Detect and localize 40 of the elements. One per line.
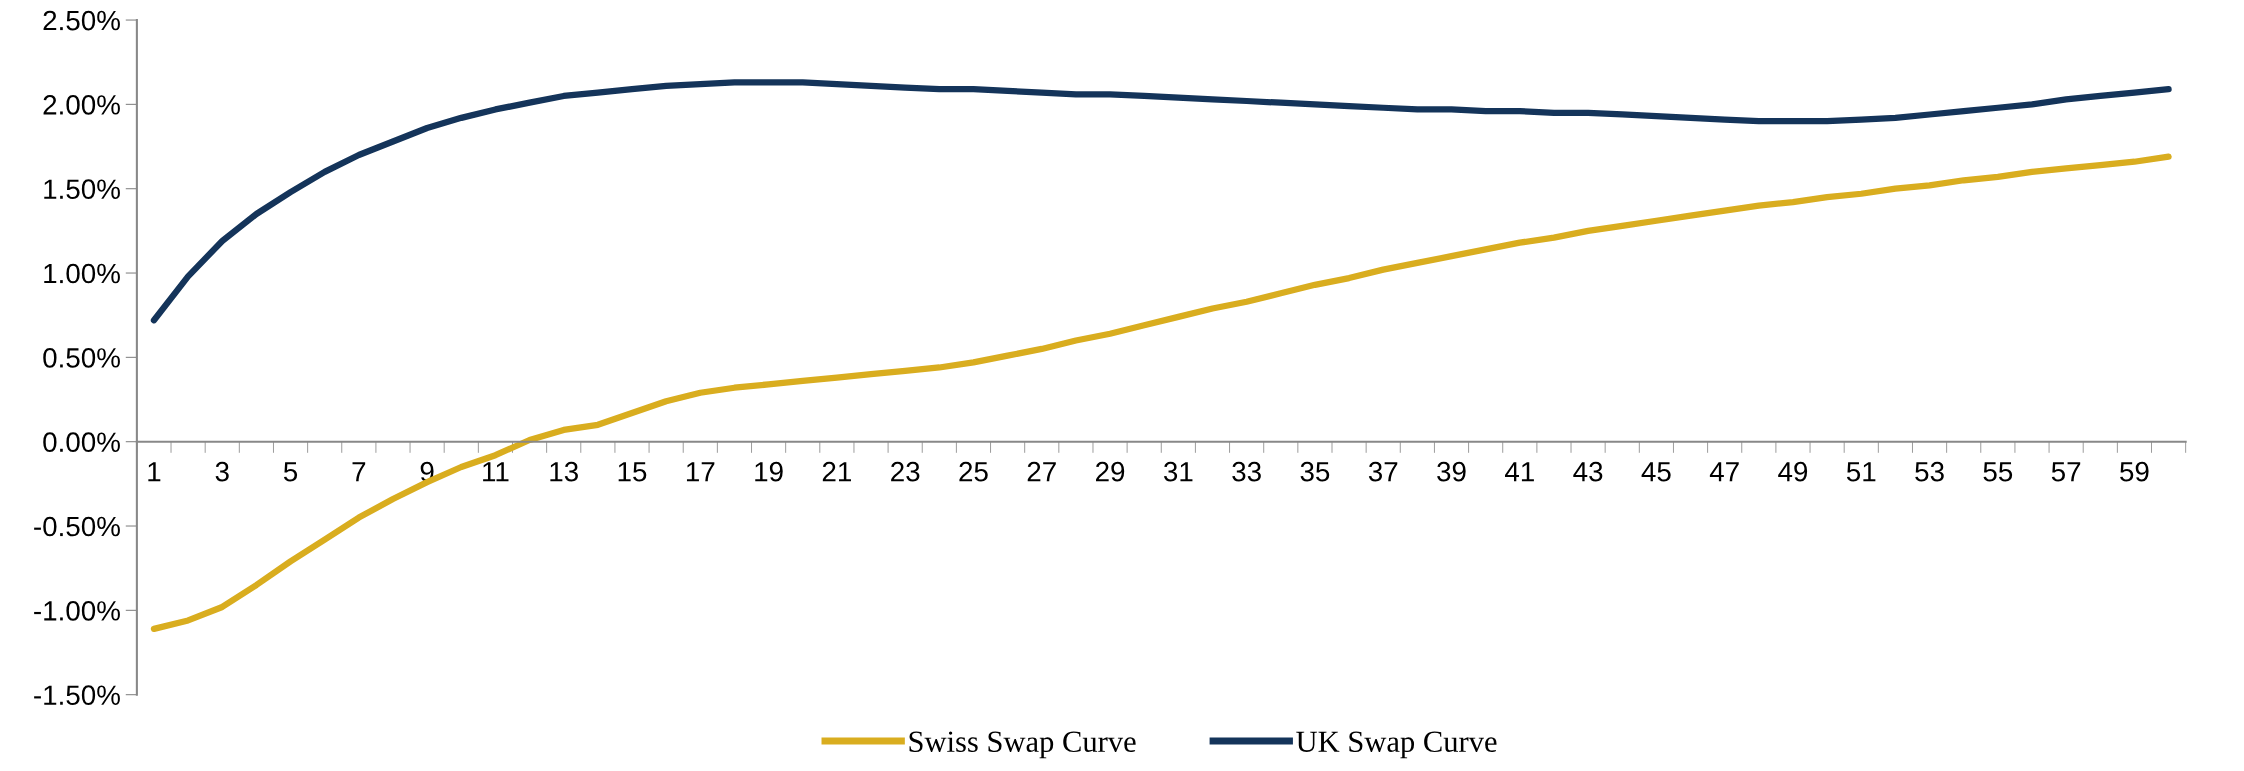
x-tick-label: 49 xyxy=(1778,461,1808,482)
y-tick-label: -1.50% xyxy=(34,685,120,706)
x-tick-label: 5 xyxy=(283,462,298,482)
x-tick-label: 11 xyxy=(483,462,509,482)
x-tick-label: 19 xyxy=(755,461,783,482)
x-tick-label: 35 xyxy=(1300,461,1330,482)
x-tick-label: 15 xyxy=(618,462,647,482)
x-tick-label: 21 xyxy=(822,461,851,482)
y-tick-label: 0.00% xyxy=(43,432,120,453)
x-tick-label: 3 xyxy=(215,461,229,482)
x-tick-label: 33 xyxy=(1232,461,1261,482)
x-tick-label: 39 xyxy=(1437,461,1466,482)
legend-label: UK Swap Curve xyxy=(1296,731,1497,759)
x-tick-label: 13 xyxy=(550,461,578,482)
x-tick-label: 27 xyxy=(1027,461,1056,482)
x-tick-label: 17 xyxy=(686,462,715,482)
x-tick-label: 1 xyxy=(148,462,161,482)
x-tick-label: 57 xyxy=(2051,462,2081,482)
x-tick-label: 47 xyxy=(1709,462,1739,482)
y-tick-label: 1.50% xyxy=(44,179,120,200)
x-tick-label: 23 xyxy=(891,461,920,482)
y-tick-label: -0.50% xyxy=(34,516,120,537)
x-tick-label: 29 xyxy=(1096,461,1125,482)
y-tick-label: -1.00% xyxy=(34,601,120,621)
x-tick-label: 43 xyxy=(1573,461,1603,482)
y-tick-label: 2.50% xyxy=(43,10,120,31)
y-tick-label: 2.00% xyxy=(43,95,120,115)
x-tick-label: 41 xyxy=(1505,462,1534,482)
x-tick-label: 53 xyxy=(1915,461,1944,482)
x-tick-label: 25 xyxy=(959,461,988,482)
x-tick-label: 59 xyxy=(2120,461,2149,482)
y-tick-label: 0.50% xyxy=(43,348,120,368)
legend-label: Swiss Swap Curve xyxy=(909,731,1136,759)
x-tick-label: 51 xyxy=(1846,462,1876,482)
y-tick-label: 1.00% xyxy=(44,263,120,284)
x-tick-label: 31 xyxy=(1163,461,1193,482)
x-tick-label: 55 xyxy=(1983,462,2013,482)
x-tick-label: 45 xyxy=(1641,462,1671,482)
x-tick-label: 37 xyxy=(1368,461,1398,482)
x-tick-label: 7 xyxy=(352,462,366,482)
